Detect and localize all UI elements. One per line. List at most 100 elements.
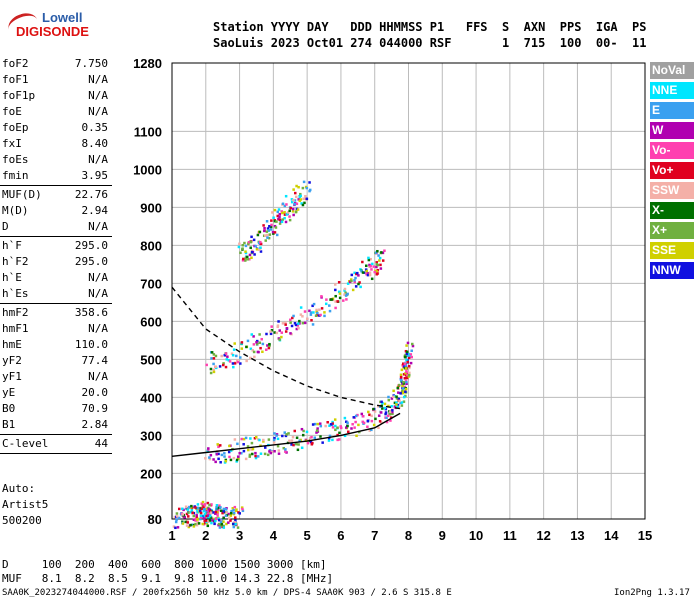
echo-point [175, 515, 179, 518]
echo-point [361, 271, 365, 274]
param-name: M(D) [2, 204, 29, 217]
echo-point [215, 504, 219, 507]
echo-point [383, 249, 386, 252]
echo-point [250, 235, 253, 239]
echo-point [333, 418, 337, 421]
echo-point [201, 500, 205, 504]
param-name: foEs [2, 153, 29, 166]
y-tick-label: 900 [140, 200, 162, 215]
echo-point [187, 511, 190, 514]
echo-point [194, 519, 197, 522]
echo-point [206, 512, 210, 516]
echo-point [381, 259, 385, 262]
echo-point [227, 512, 230, 516]
echo-point [218, 526, 222, 529]
echo-point [262, 224, 265, 227]
echo-point [277, 449, 281, 452]
echo-point [329, 298, 332, 301]
echo-point [309, 440, 313, 444]
echo-point [398, 399, 401, 403]
echo-point [369, 257, 372, 261]
echo-point [301, 203, 305, 207]
echo-point [292, 443, 295, 447]
echo-point [257, 350, 260, 354]
echo-point [243, 241, 246, 245]
echo-point [405, 370, 408, 374]
echo-point [259, 346, 262, 350]
echo-point [405, 358, 408, 362]
x-tick-label: 3 [236, 528, 243, 543]
echo-point [365, 272, 368, 276]
echo-point [209, 367, 213, 371]
echo-point [346, 282, 350, 285]
param-value: 2.84 [81, 418, 109, 431]
echo-point [214, 519, 217, 523]
x-tick-label: 7 [371, 528, 378, 543]
echo-point [380, 421, 383, 424]
echo-point [284, 450, 287, 453]
legend-item-noval: NoVal [650, 62, 694, 79]
param-value: 22.76 [74, 188, 108, 201]
echo-point [222, 363, 225, 367]
param-row: fmin 3.95 [0, 168, 112, 184]
echo-point [355, 434, 358, 438]
echo-point [250, 249, 254, 253]
param-separator [0, 303, 112, 304]
plot-frame [171, 62, 646, 520]
param-value: N/A [88, 271, 108, 284]
echo-point [408, 366, 411, 370]
echo-point [294, 210, 298, 214]
echo-point [397, 406, 401, 409]
echo-point [367, 258, 371, 262]
param-row: D N/A [0, 219, 112, 235]
echo-point [396, 386, 400, 390]
echo-point [212, 517, 216, 521]
echo-point [218, 504, 221, 507]
echo-point [281, 434, 284, 438]
echo-point [289, 318, 292, 322]
echo-point [233, 438, 237, 441]
echo-point [334, 428, 337, 432]
echo-point [350, 279, 353, 283]
echo-point [362, 421, 366, 425]
echo-point [380, 251, 383, 254]
echo-point [370, 277, 374, 281]
auto-label: Auto: [2, 482, 36, 495]
echo-point [251, 349, 254, 352]
echo-point [379, 263, 382, 267]
echo-point [217, 445, 220, 449]
param-row: yF1 N/A [0, 369, 112, 385]
echo-point [398, 383, 401, 387]
echo-point [263, 229, 266, 233]
echo-point [223, 461, 227, 464]
echo-point [278, 215, 281, 219]
echo-point [300, 446, 304, 450]
echo-point [220, 522, 224, 526]
echo-point [242, 443, 245, 446]
echo-point [292, 188, 295, 191]
echo-point [217, 508, 220, 512]
echo-point [244, 251, 248, 255]
echo-point [384, 411, 388, 414]
echo-point [320, 295, 323, 298]
echo-point [271, 230, 275, 234]
echo-point [400, 379, 403, 382]
echo-point [241, 247, 244, 250]
x-tick-label: 2 [202, 528, 209, 543]
echo-point [407, 352, 411, 356]
echo-point [258, 230, 262, 234]
param-row: h`F2 295.0 [0, 254, 112, 270]
echo-point [273, 219, 277, 223]
echo-point [194, 522, 197, 526]
param-row: h`Es N/A [0, 286, 112, 302]
echo-point [369, 264, 372, 268]
echo-point [234, 523, 237, 526]
echo-point [239, 251, 242, 255]
echo-point [216, 510, 219, 514]
echo-point [229, 511, 233, 515]
echo-point [181, 522, 185, 525]
echo-point [239, 362, 242, 365]
echo-point [250, 250, 254, 254]
echo-point [247, 448, 250, 452]
echo-point [357, 423, 360, 427]
